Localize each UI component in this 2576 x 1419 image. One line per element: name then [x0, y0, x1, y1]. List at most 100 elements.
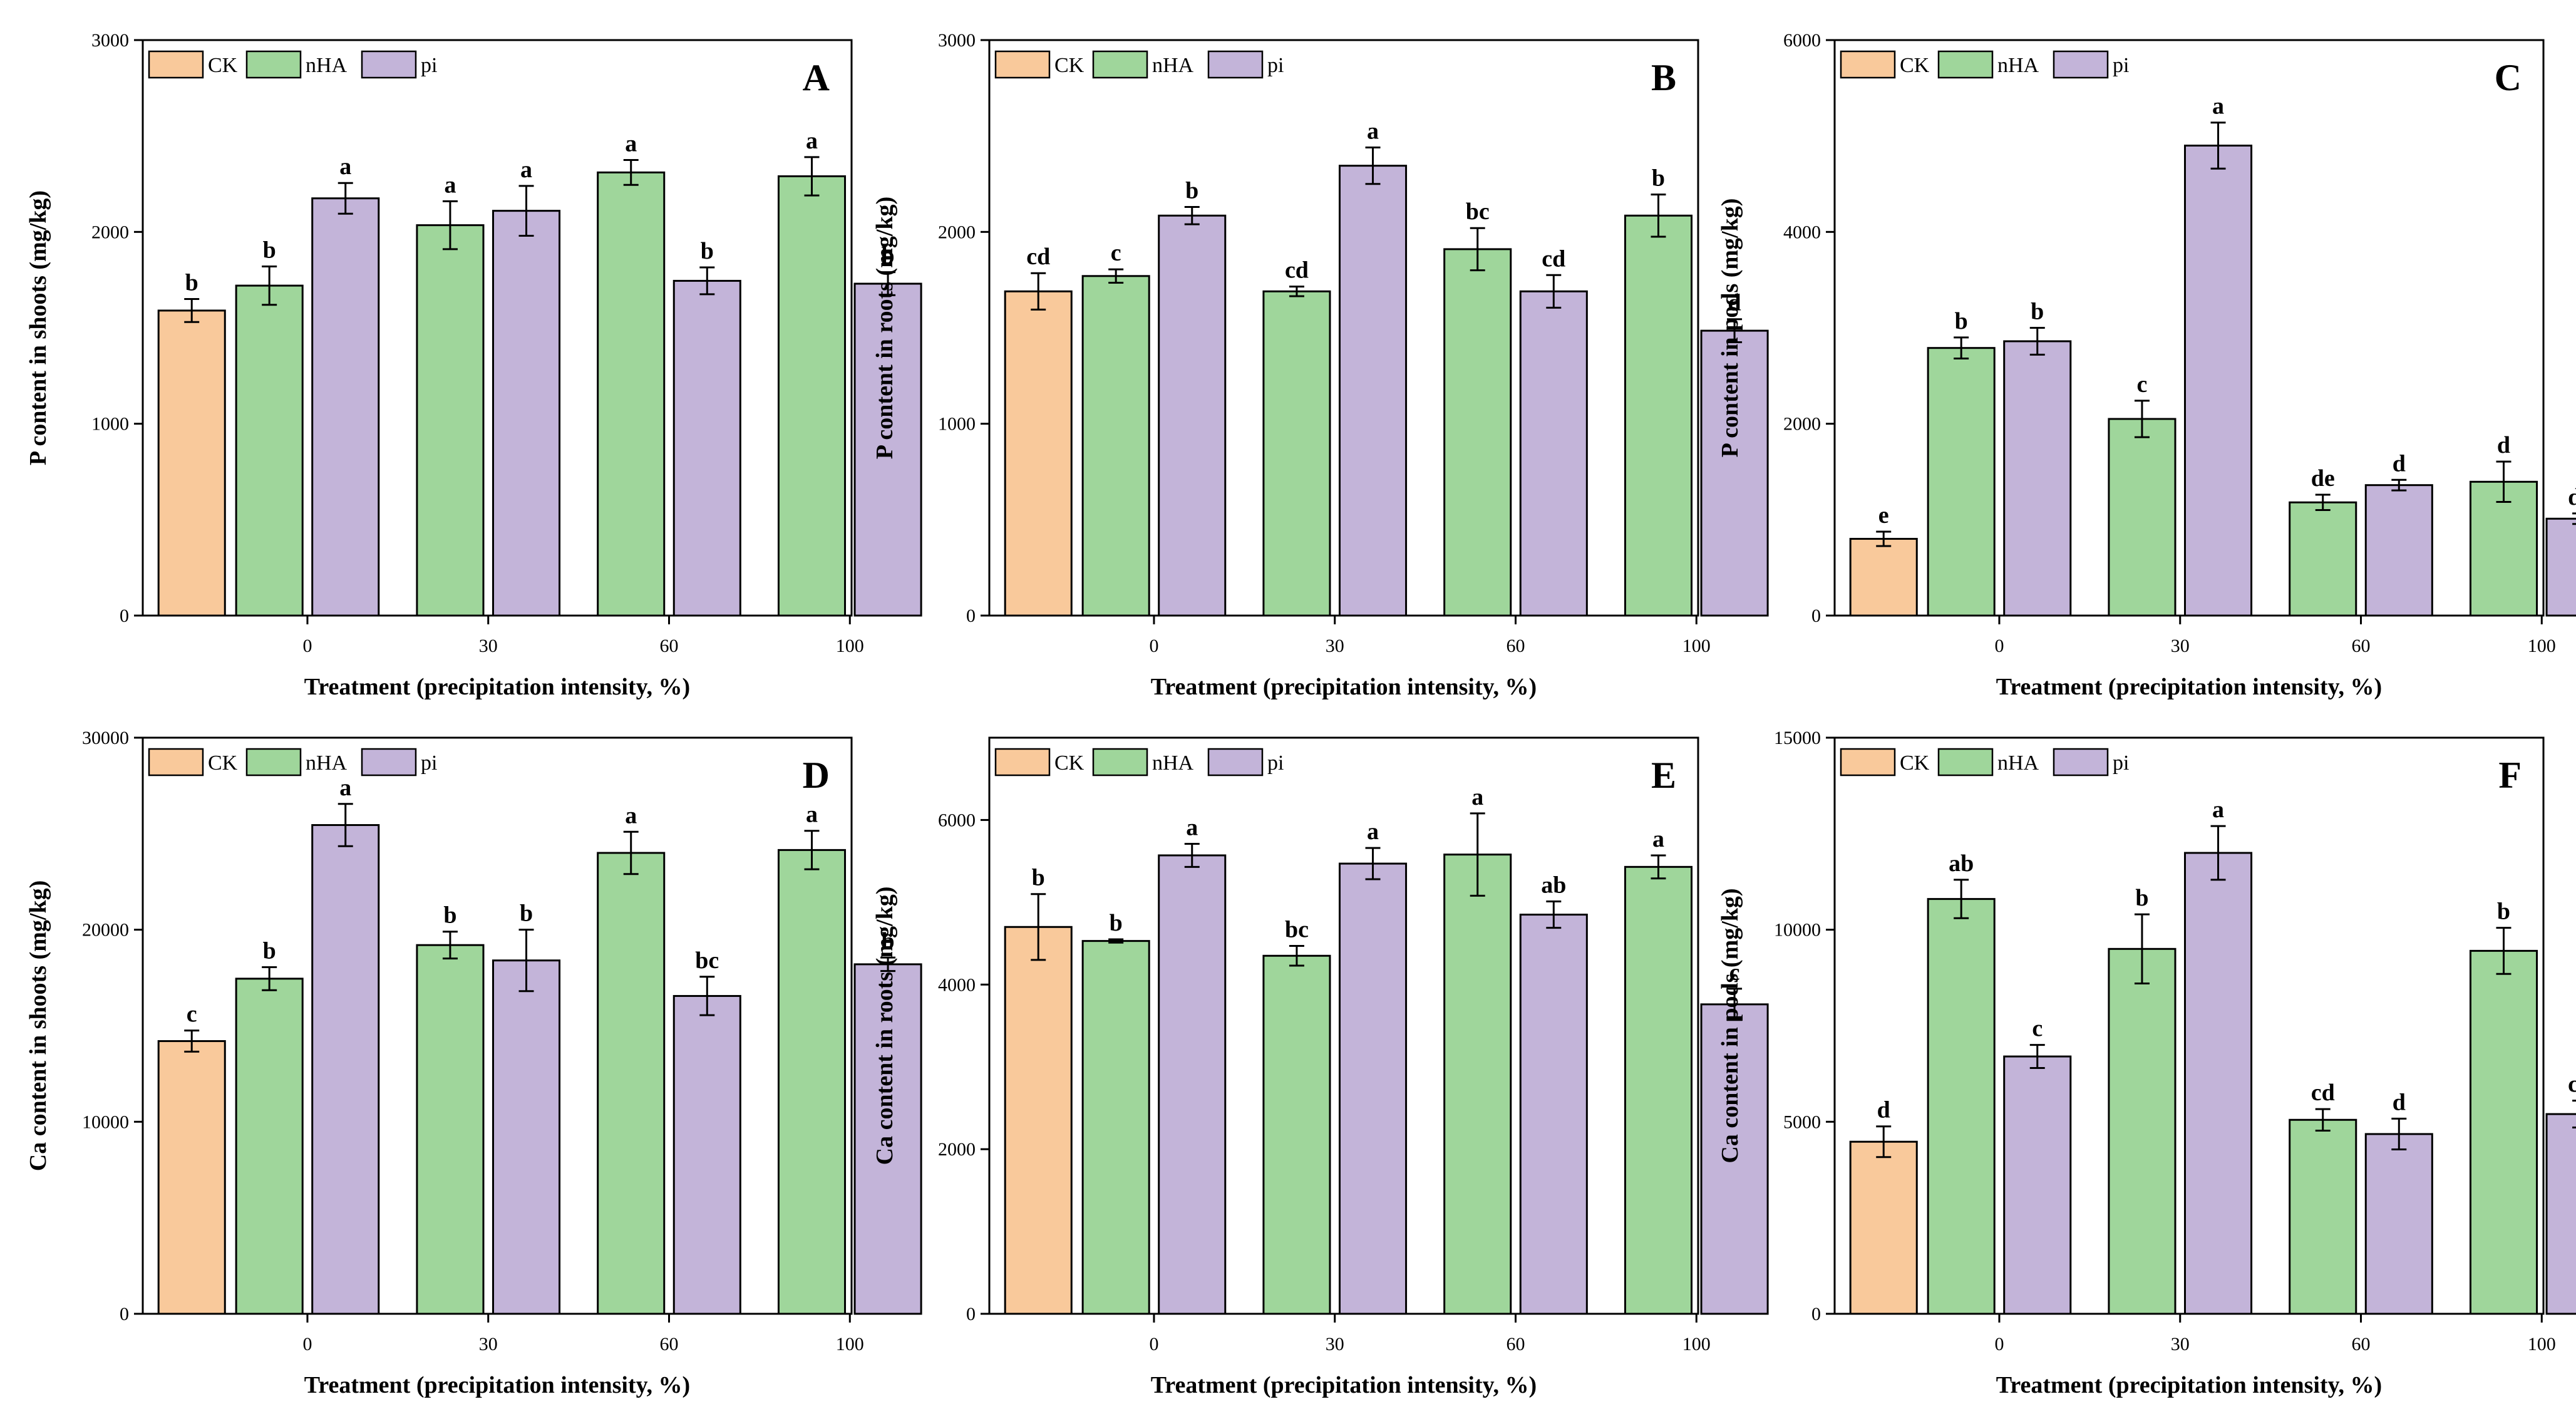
pi-30-significance-letter: a: [2212, 797, 2224, 823]
legend-label-nha: nHA: [1997, 751, 2039, 775]
nha-100-significance-letter: b: [1652, 165, 1665, 192]
x-tick-label: 60: [1507, 1334, 1525, 1355]
pi-60-significance-letter: bc: [695, 947, 719, 974]
nha-30-significance-letter: b: [2135, 885, 2148, 911]
nha-60-bar: [597, 852, 666, 1315]
pi-30-significance-letter: a: [1367, 118, 1379, 145]
legend-label-nha: nHA: [1997, 54, 2039, 77]
legend-label-nha: nHA: [1152, 751, 1194, 775]
nha-60-significance-letter: de: [2311, 465, 2335, 492]
y-tick-label: 0: [120, 1304, 129, 1324]
nha-100-bar: [777, 175, 847, 617]
legend-label-pi: pi: [421, 751, 437, 775]
pi-100-significance-letter: d: [1728, 290, 1741, 316]
x-tick-label: 0: [1994, 1334, 2004, 1355]
ck-bar: [157, 309, 226, 617]
ck-significance-letter: b: [1032, 865, 1045, 891]
plot-frame: [988, 39, 1699, 617]
panel-d: 0 10000 20000 30000 c b a 0 b b 30 a bc 60 a b 100 Treatm…: [25, 728, 922, 1398]
pi-60-bar: [2364, 484, 2433, 617]
x-tick-label: 100: [836, 636, 864, 656]
pi-0-significance-letter: a: [1186, 815, 1198, 841]
y-tick-label: 2000: [1783, 414, 1821, 435]
pi-30-bar: [2183, 852, 2253, 1315]
legend-swatch-pi: [1207, 50, 1264, 79]
x-tick-label: 100: [1682, 636, 1711, 656]
y-tick-label: 6000: [1783, 30, 1821, 51]
nha-100-significance-letter: b: [2497, 899, 2510, 925]
panel-a: 0 1000 2000 3000 b b a 0 a a 30 a b 60 a b 100 Treatment …: [25, 30, 922, 700]
nha-0-bar: [1927, 898, 1996, 1315]
x-tick-label: 100: [836, 1334, 864, 1355]
legend-swatch-nha: [1937, 50, 1994, 79]
legend-label-pi: pi: [2113, 54, 2129, 77]
x-tick-label: 0: [1994, 636, 2004, 656]
nha-0-bar: [235, 284, 304, 617]
nha-0-significance-letter: b: [1110, 910, 1123, 936]
pi-60-bar: [672, 994, 741, 1315]
nha-30-significance-letter: c: [2137, 371, 2148, 398]
legend-label-nha: nHA: [306, 54, 348, 77]
nha-100-significance-letter: d: [2497, 432, 2510, 458]
pi-0-bar: [2003, 1055, 2072, 1315]
pi-30-bar: [1338, 165, 1408, 617]
panel-label: B: [1651, 57, 1676, 98]
nha-60-bar: [1443, 248, 1512, 617]
pi-100-significance-letter: b: [882, 928, 895, 954]
pi-60-bar: [1519, 290, 1588, 617]
ck-bar: [1004, 290, 1073, 617]
panel-b: 0 1000 2000 3000 cd c b 0 cd a 30 bc cd 60 b d 100 Treatm…: [872, 30, 1769, 700]
ck-bar: [1004, 926, 1073, 1315]
plot-frame: [142, 39, 853, 617]
nha-30-bar: [2108, 947, 2177, 1315]
legend-swatch-nha: [1092, 50, 1148, 79]
panel-f: 0 5000 10000 15000 d ab c 0 b a 30 cd d 60 b cd 100 Treat…: [1717, 728, 2576, 1398]
pi-60-significance-letter: ab: [1541, 872, 1566, 899]
nha-60-significance-letter: a: [1471, 784, 1483, 810]
nha-0-bar: [1081, 940, 1150, 1315]
legend: CK nHA pi: [1840, 748, 2129, 777]
panel-e: 0 2000 4000 6000 b b a 0 bc a 30 a ab 60 a c 100 Treatmen…: [872, 736, 1769, 1398]
nha-30-bar: [2108, 418, 2177, 617]
x-tick-label: 100: [1682, 1334, 1711, 1355]
plot-frame: [988, 736, 1699, 1315]
legend-swatch-nha: [245, 50, 302, 79]
pi-60-significance-letter: cd: [1542, 245, 1565, 272]
panel-c: 0 2000 4000 6000 e b b 0 c a 30 de d 60 d de 100 Treatmen…: [1717, 30, 2576, 700]
panel-label: D: [803, 755, 830, 796]
pi-60-bar: [672, 279, 741, 617]
x-tick-label: 0: [302, 636, 312, 656]
x-tick-label: 60: [2352, 636, 2371, 656]
pi-30-significance-letter: a: [2212, 93, 2224, 120]
legend-label-nha: nHA: [306, 751, 348, 775]
x-axis-label: Treatment (precipitation intensity, %): [304, 1372, 690, 1398]
y-tick-label: 4000: [1783, 222, 1821, 242]
pi-60-significance-letter: d: [2393, 450, 2406, 477]
nha-100-bar: [2469, 949, 2538, 1315]
panel-label: E: [1651, 755, 1676, 796]
nha-30-significance-letter: cd: [1285, 257, 1309, 284]
nha-100-bar: [2469, 480, 2538, 617]
nha-30-bar: [1262, 290, 1331, 617]
pi-100-bar: [1700, 1003, 1769, 1315]
y-tick-label: 1000: [938, 414, 976, 435]
pi-100-bar: [2545, 1113, 2576, 1315]
y-tick-label: 3000: [91, 30, 129, 51]
nha-60-bar: [1443, 854, 1512, 1315]
nha-30-bar: [416, 944, 485, 1315]
pi-0-bar: [1158, 214, 1227, 617]
pi-30-bar: [492, 959, 561, 1315]
y-axis-label: Ca content in pods (mg/kg): [1717, 888, 1743, 1163]
pi-30-significance-letter: b: [520, 900, 533, 927]
y-axis-label: P content in shoots (mg/kg): [25, 190, 51, 465]
plot-frame: [1833, 736, 2545, 1315]
pi-0-significance-letter: a: [339, 153, 351, 180]
nha-30-significance-letter: bc: [1285, 917, 1309, 943]
pi-60-significance-letter: b: [701, 238, 714, 264]
y-tick-label: 6000: [938, 810, 976, 830]
pi-100-bar: [853, 282, 922, 617]
y-tick-label: 2000: [938, 222, 976, 242]
nha-0-significance-letter: ab: [1949, 850, 1974, 877]
nha-60-significance-letter: bc: [1466, 199, 1490, 225]
pi-100-significance-letter: b: [882, 243, 895, 269]
